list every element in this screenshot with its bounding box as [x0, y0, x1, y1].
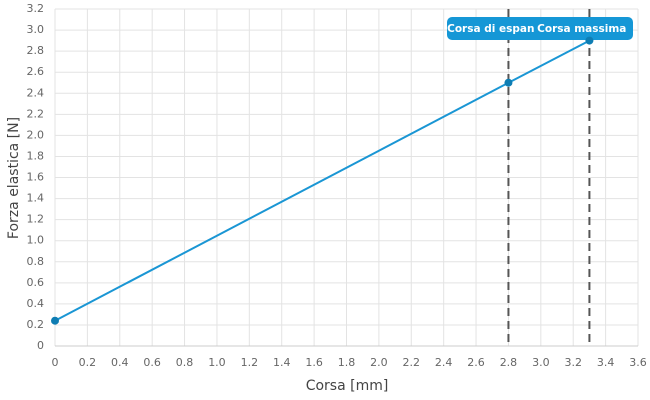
y-tick-label: 1.2: [27, 213, 45, 226]
x-tick-label: 0.6: [143, 356, 161, 369]
y-tick-label: 3.0: [27, 23, 45, 36]
y-tick-label: 2.0: [27, 128, 45, 141]
x-tick-label: 1.0: [208, 356, 226, 369]
x-tick-label: 2.2: [403, 356, 421, 369]
x-tick-label: 2.6: [467, 356, 485, 369]
y-tick-label: 2.8: [27, 44, 45, 57]
point: [585, 36, 594, 45]
point: [504, 78, 513, 87]
y-tick-label: 3.2: [27, 2, 45, 15]
x-tick-label: 3.4: [597, 356, 615, 369]
y-tick-label: 0.6: [27, 276, 45, 289]
y-tick-label: 1.8: [27, 149, 45, 162]
y-tick-label: 1.6: [27, 171, 45, 184]
x-tick-label: 1.8: [338, 356, 356, 369]
x-tick-label: 2.8: [500, 356, 518, 369]
x-tick-label: 0: [52, 356, 59, 369]
x-tick-label: 3.6: [629, 356, 647, 369]
y-tick-label: 0.8: [27, 255, 45, 268]
y-tick-label: 0.4: [27, 297, 45, 310]
annotation-box: [447, 17, 633, 40]
x-tick-label: 1.4: [273, 356, 291, 369]
y-axis-label: Forza elastica [N]: [6, 117, 22, 239]
y-tick-label: 1.4: [27, 192, 45, 205]
y-tick-label: 0: [37, 339, 44, 352]
x-axis-label: Corsa [mm]: [306, 378, 389, 394]
x-tick-label: 3.0: [532, 356, 550, 369]
y-tick-label: 2.2: [27, 107, 45, 120]
y-tick-label: 2.4: [27, 86, 45, 99]
x-tick-label: 3.2: [564, 356, 582, 369]
annotation-label: Corsa massima: [537, 23, 626, 35]
point: [51, 316, 59, 325]
x-tick-label: 1.2: [241, 356, 259, 369]
x-tick-label: 2.4: [435, 356, 453, 369]
y-tick-label: 1.0: [27, 234, 45, 247]
y-tick-label: 0.2: [27, 318, 45, 331]
x-tick-label: 0.2: [79, 356, 97, 369]
x-tick-label: 0.8: [176, 356, 194, 369]
y-tick-label: 2.6: [27, 65, 45, 78]
x-tick-label: 2.0: [370, 356, 388, 369]
annotation-label: Corsa di espan: [447, 23, 534, 35]
x-tick-label: 0.4: [111, 356, 129, 369]
x-tick-label: 1.6: [305, 356, 323, 369]
